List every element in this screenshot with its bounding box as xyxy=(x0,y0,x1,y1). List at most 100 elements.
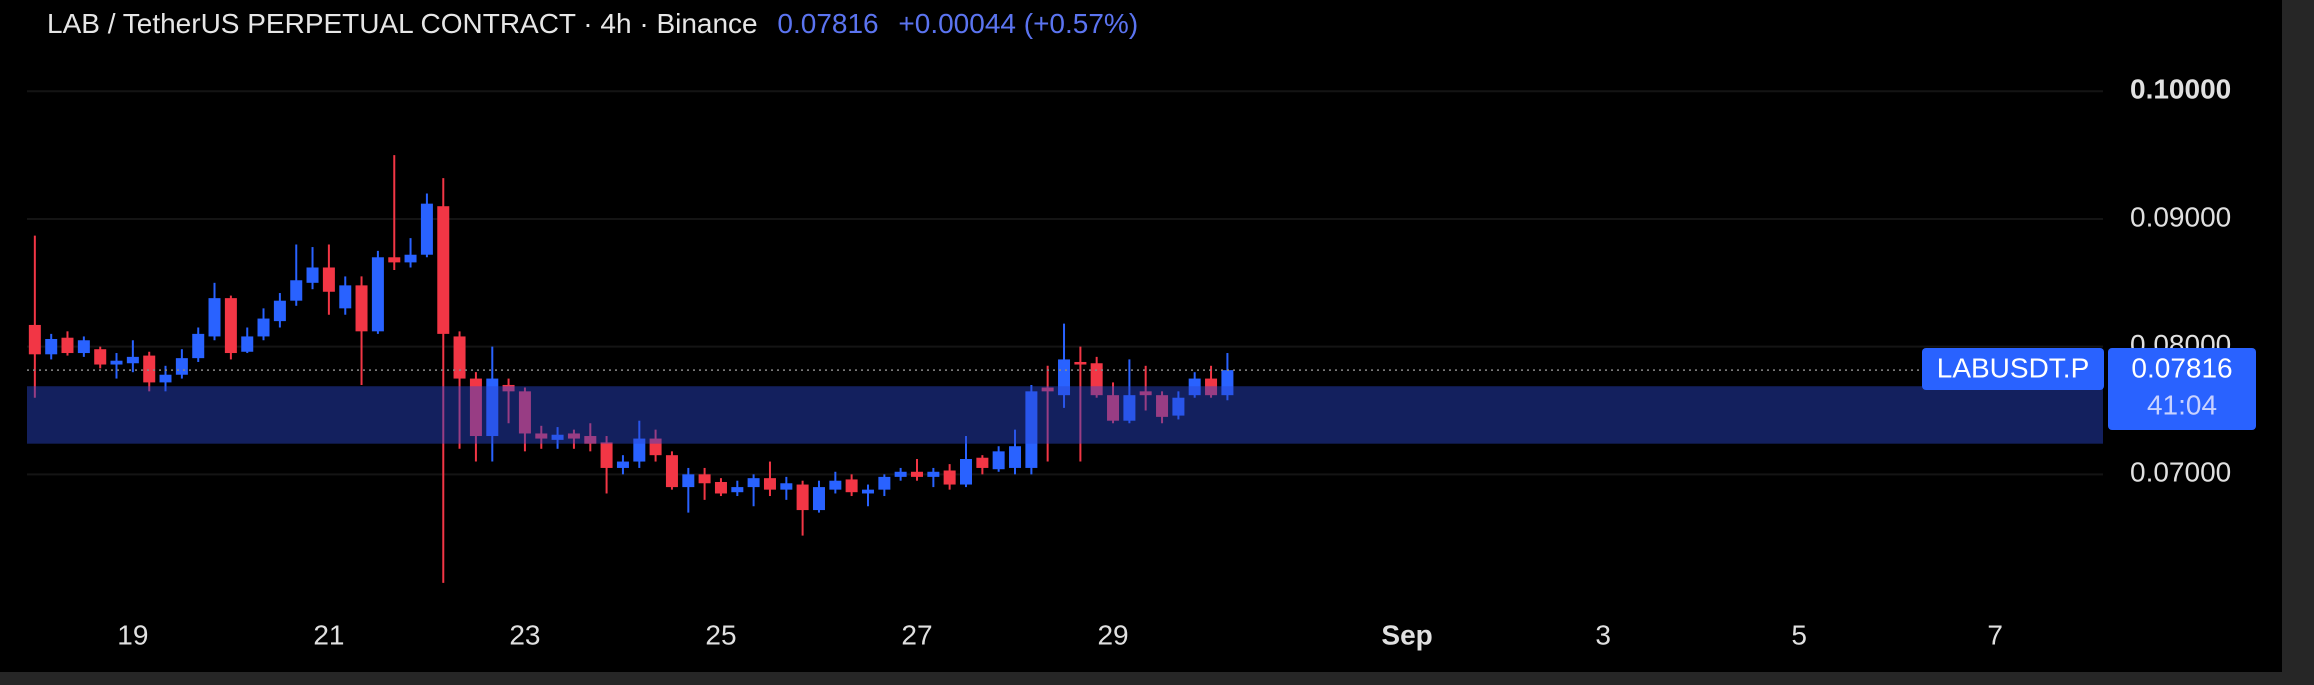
candle-body xyxy=(1172,397,1185,416)
candle-body xyxy=(175,358,188,375)
candle-body xyxy=(665,455,678,488)
candle-body xyxy=(1041,387,1054,392)
candle-body xyxy=(371,257,384,332)
candle-body xyxy=(1074,361,1087,365)
candle-body xyxy=(731,487,744,493)
x-tick-label: 7 xyxy=(1987,619,2003,650)
candle-body xyxy=(322,267,335,292)
candle-body xyxy=(976,457,989,468)
candle-body xyxy=(829,480,842,490)
symbol-tag xyxy=(1922,348,2104,390)
candle-body xyxy=(388,257,401,263)
y-tick-label: 0.09000 xyxy=(2130,201,2231,232)
candle-body xyxy=(992,451,1005,470)
candle-body xyxy=(28,324,41,355)
candle-body xyxy=(45,338,58,355)
candle-body xyxy=(1025,391,1038,468)
x-tick-label: 29 xyxy=(1097,619,1128,650)
candle-body xyxy=(486,378,499,437)
candle-body xyxy=(1139,391,1152,396)
symbol-label: LABUSDT.P xyxy=(1937,352,2090,383)
x-tick-label: 3 xyxy=(1595,619,1611,650)
candle-body xyxy=(469,378,482,437)
candle-body xyxy=(567,433,580,439)
frame-bottom xyxy=(0,672,2314,685)
candle-body xyxy=(290,280,303,301)
candle-body xyxy=(518,391,531,434)
candle-body xyxy=(273,300,286,322)
y-tick-label: 0.07000 xyxy=(2130,457,2231,488)
candle-body xyxy=(1058,359,1071,396)
candle-body xyxy=(453,336,466,379)
candle-body xyxy=(747,478,760,488)
candle-body xyxy=(110,360,123,365)
candle-body xyxy=(1090,363,1103,396)
candle-body xyxy=(502,384,515,392)
countdown: 41:04 xyxy=(2147,389,2217,420)
candle-body xyxy=(306,267,319,283)
candle-body xyxy=(633,438,646,462)
candle-body xyxy=(616,461,629,468)
x-tick-label: 5 xyxy=(1791,619,1807,650)
candle-body xyxy=(1123,395,1136,421)
frame-right xyxy=(2282,0,2314,685)
candle-body xyxy=(257,318,270,337)
candle-body xyxy=(224,298,237,354)
candle-body xyxy=(1221,370,1234,396)
candle-body xyxy=(192,333,205,359)
candle-body xyxy=(796,484,809,511)
x-tick-label: 25 xyxy=(705,619,736,650)
candle-body xyxy=(910,471,923,477)
candle-body xyxy=(861,489,874,494)
candle-body xyxy=(355,285,368,332)
x-tick-label: Sep xyxy=(1381,619,1432,650)
price-tag xyxy=(2108,348,2256,430)
candle-body xyxy=(241,336,254,352)
candle-body xyxy=(94,349,107,365)
candle-body xyxy=(420,203,433,255)
candle-body xyxy=(714,481,727,494)
x-tick-label: 21 xyxy=(313,619,344,650)
candle-body xyxy=(437,206,450,334)
price-tag-label: 0.07816 xyxy=(2131,352,2232,383)
candle-body xyxy=(1107,395,1120,421)
candle-body xyxy=(698,474,711,484)
last-price: 0.07816 xyxy=(777,8,879,39)
candle-body xyxy=(682,474,695,488)
x-tick-label: 19 xyxy=(117,619,148,650)
candle-body xyxy=(551,434,564,440)
candle-body xyxy=(126,356,139,364)
candle-body xyxy=(649,438,662,456)
candle-body xyxy=(77,340,90,354)
candle-body xyxy=(159,374,172,383)
candle-body xyxy=(584,436,597,444)
candle-body xyxy=(339,285,352,309)
candle-body xyxy=(927,471,940,477)
candle-body xyxy=(61,337,74,354)
candle-body xyxy=(1156,395,1169,417)
price-change: +0.00044 (+0.57%) xyxy=(898,8,1139,39)
header: LAB / TetherUS PERPETUAL CONTRACT · 4h ·… xyxy=(47,8,1138,40)
candle-body xyxy=(1188,378,1201,396)
candle-body xyxy=(1205,378,1218,396)
candle-body xyxy=(894,471,907,477)
candle-body xyxy=(1009,446,1022,468)
candle-body xyxy=(812,487,825,511)
candle-body xyxy=(763,478,776,490)
candle-body xyxy=(600,442,613,468)
candle-body xyxy=(878,476,891,490)
candle-body xyxy=(943,470,956,485)
y-tick-label: 0.10000 xyxy=(2130,74,2231,105)
zone xyxy=(27,386,2103,444)
x-tick-label: 23 xyxy=(509,619,540,650)
candle-body xyxy=(845,479,858,493)
candle-body xyxy=(143,355,156,383)
candle-body xyxy=(208,298,221,337)
x-tick-label: 27 xyxy=(901,619,932,650)
candle-body xyxy=(535,433,548,439)
candle-body xyxy=(960,459,973,485)
chart-title: LAB / TetherUS PERPETUAL CONTRACT · 4h ·… xyxy=(47,8,758,39)
candle-body xyxy=(404,254,417,263)
